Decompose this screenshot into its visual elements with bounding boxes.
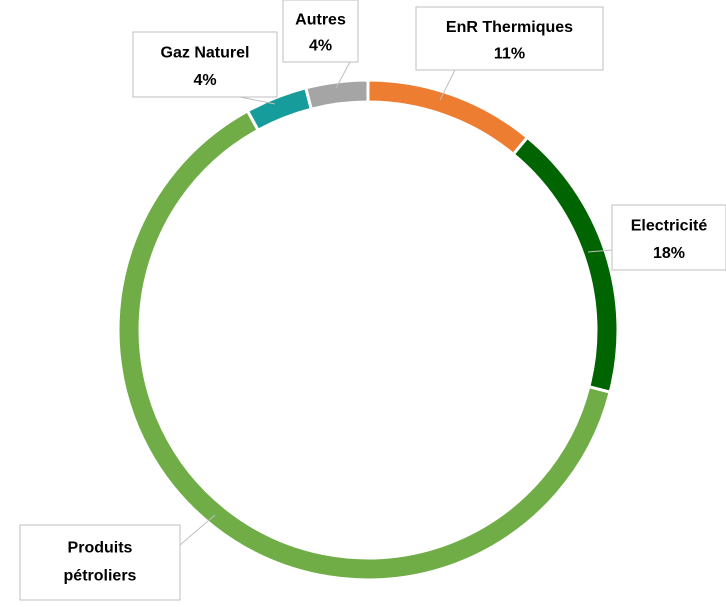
callout-box: [132, 31, 278, 98]
callout-leader: [179, 514, 216, 546]
callout-leader: [587, 249, 613, 253]
category-label: Autres: [295, 12, 346, 29]
callout-box: [282, 0, 359, 63]
value-label: 4%: [193, 72, 216, 89]
callout-box: [611, 204, 726, 271]
category-label: Gaz Naturel: [161, 45, 250, 62]
category-label: Produits pétroliers: [64, 540, 137, 585]
callout-leader: [335, 61, 351, 89]
label-line: pétroliers: [64, 568, 137, 585]
callout-box: [19, 524, 181, 601]
donut-segment: [304, 78, 370, 111]
value-label: 18%: [653, 245, 685, 262]
category-label: Electricité: [631, 218, 708, 235]
donut-segment: [116, 108, 612, 582]
value-label: 11%: [494, 45, 525, 62]
donut-segment: [366, 78, 530, 157]
callout-box: [415, 6, 604, 71]
callout-leader: [439, 69, 456, 101]
category-label: EnR Thermiques: [446, 19, 573, 36]
label-line: Produits: [68, 540, 133, 557]
donut-segment: [511, 135, 620, 394]
callout-leader: [239, 96, 276, 105]
value-label: 4%: [309, 38, 332, 55]
